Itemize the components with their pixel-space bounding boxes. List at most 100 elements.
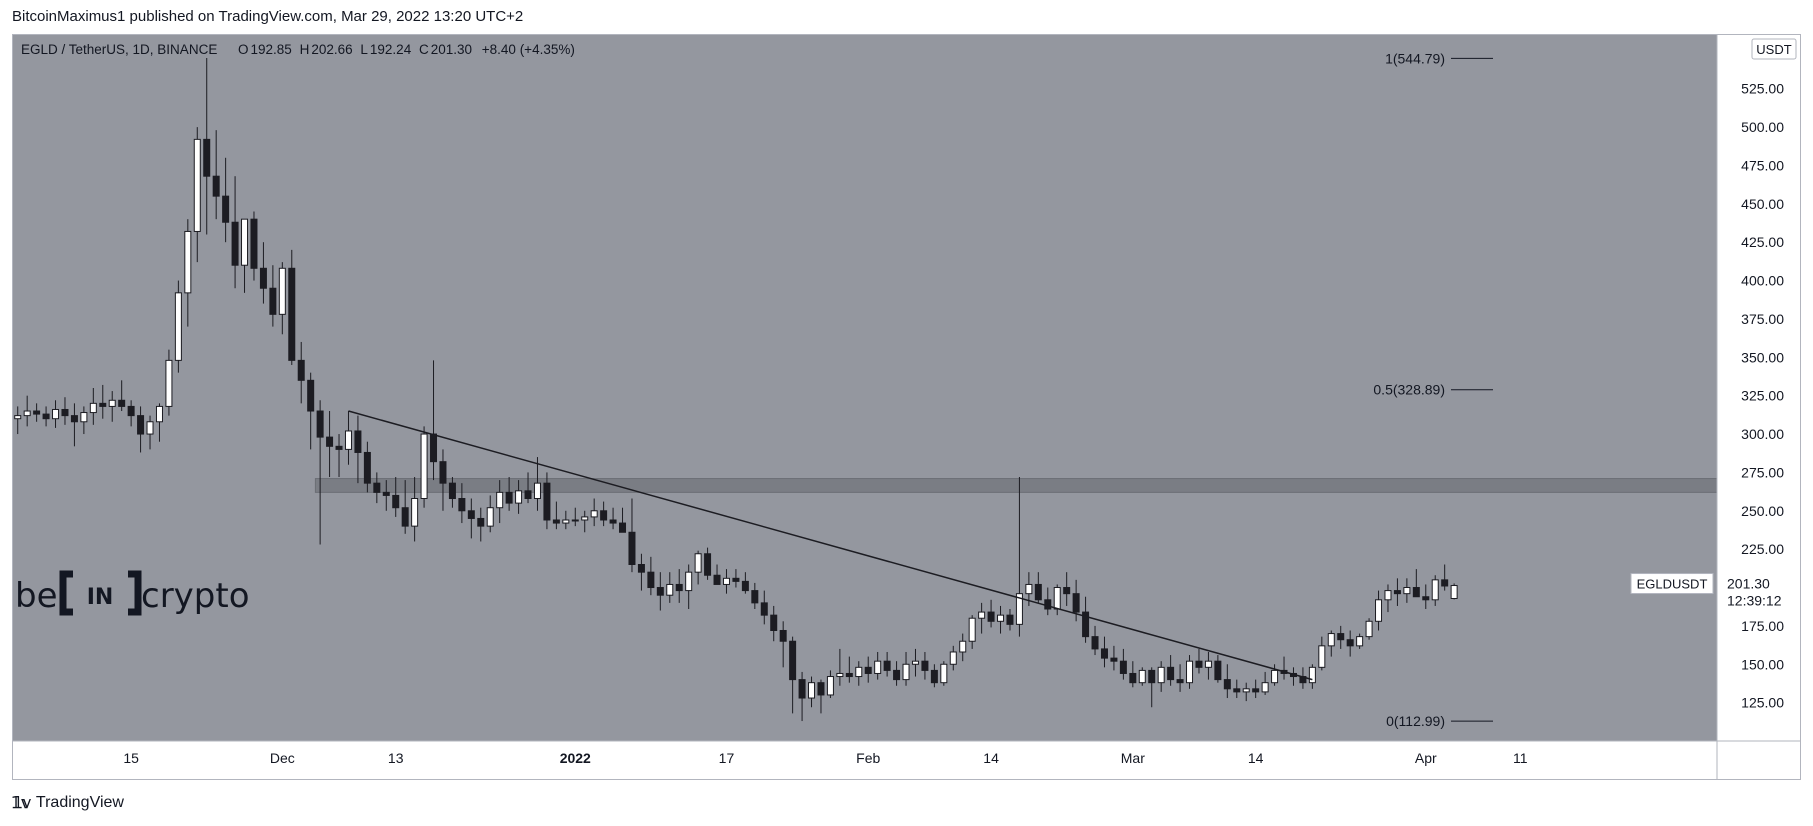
candle-body (1204, 660, 1212, 668)
candle-body (1044, 599, 1052, 610)
candle-body (1233, 688, 1241, 693)
ticker-tag: EGLDUSDT (1637, 577, 1708, 592)
svg-text:EGLD / TetherUS, 1D, BINANCE: EGLD / TetherUS, 1D, BINANCE (21, 42, 217, 57)
countdown: 12:39:12 (1727, 593, 1782, 609)
candle-body (817, 682, 825, 696)
candle-body (590, 510, 598, 518)
candle-body (949, 651, 957, 665)
candle-body (288, 267, 296, 361)
candle-body (1148, 669, 1156, 684)
candle-body (1138, 669, 1146, 684)
candle-body (155, 405, 163, 423)
candle-body (1327, 633, 1335, 647)
publish-info: BitcoinMaximus1 published on TradingView… (12, 8, 524, 25)
candle-body (694, 553, 702, 573)
candle-body (628, 531, 636, 565)
candle-body (902, 663, 910, 681)
time-scale[interactable]: 15 Dec 13 2022 17 Feb 14 Mar 14 Apr 11 (123, 750, 1527, 766)
candle-body (732, 577, 740, 582)
candle-body (269, 287, 277, 315)
candle-body (1412, 587, 1420, 598)
candle-body (335, 445, 343, 450)
chart-frame: 1(544.79) 0.5(328.89) 0(112.99) EGLD / Tet… (12, 34, 1801, 780)
candle-body (1450, 585, 1458, 599)
candle-body (307, 379, 315, 412)
candle-body (326, 436, 334, 447)
candle-body (543, 482, 551, 521)
candle-body (1431, 579, 1439, 601)
watermark-prefix: be (15, 576, 58, 616)
candle-body (968, 617, 976, 642)
candle-body (1337, 633, 1345, 641)
legend-h-label: H (300, 42, 310, 57)
price-tick-label: 250.00 (1741, 503, 1784, 519)
time-tick-label: Mar (1121, 750, 1145, 766)
candle-body (1422, 596, 1430, 601)
time-tick-label: 14 (1248, 750, 1264, 766)
candles-layer (14, 58, 1458, 722)
footer-brand[interactable]: TradingView (35, 794, 124, 811)
candle-body (42, 413, 50, 420)
candle-body (1441, 579, 1449, 587)
candle-body (1034, 583, 1042, 601)
candle-body (893, 669, 901, 681)
candle-body (222, 195, 230, 223)
candlestick-chart[interactable]: 1(544.79) 0.5(328.89) 0(112.99) EGLD / Tet… (13, 35, 1800, 779)
candle-body (297, 359, 305, 381)
candle-body (1176, 679, 1184, 684)
candle-body (1053, 587, 1061, 610)
candle-body (855, 666, 863, 678)
candle-body (656, 587, 664, 596)
candle-body (496, 491, 504, 509)
candle-body (184, 230, 192, 294)
candle-body (1242, 688, 1250, 693)
fib-level-label: 0.5(328.89) (1373, 382, 1445, 398)
legend-c-label: C (419, 42, 429, 57)
candle-body (1167, 666, 1175, 681)
tradingview-logo-icon[interactable]: 𝟙𝕧 (12, 795, 31, 812)
candle-body (250, 218, 258, 269)
candle-body (373, 482, 381, 493)
time-tick-label: Dec (270, 750, 295, 766)
candle-body (533, 482, 541, 500)
time-tick-label: 11 (1513, 750, 1528, 766)
candle-body (477, 517, 485, 527)
candle-body (741, 580, 749, 592)
candle-body (23, 410, 31, 417)
legend-o-label: O (238, 42, 249, 57)
footer: 𝟙𝕧 TradingView (12, 792, 124, 814)
candle-body (1346, 639, 1354, 647)
price-tick-label: 275.00 (1741, 464, 1784, 480)
price-tick-label: 450.00 (1741, 196, 1784, 212)
price-tick-label: 225.00 (1741, 541, 1784, 557)
candle-body (1356, 636, 1364, 647)
candle-body (316, 410, 324, 438)
candle-body (1271, 669, 1279, 684)
candle-body (363, 451, 371, 484)
descending-trendline (348, 410, 1313, 681)
candle-body (458, 498, 466, 512)
last-price: 201.30 (1727, 576, 1770, 592)
candle-body (685, 571, 693, 592)
candle-body (108, 399, 116, 407)
candle-body (70, 415, 78, 423)
watermark-bracket-text: IN (87, 585, 114, 610)
candle-body (1186, 660, 1194, 684)
candle-body (1110, 657, 1118, 662)
candle-body (1384, 590, 1392, 601)
candle-body (789, 640, 797, 681)
candle-body (344, 430, 352, 450)
candle-body (1082, 611, 1090, 638)
candle-body (401, 507, 409, 527)
plot-area[interactable] (13, 35, 1717, 741)
price-tick-label: 525.00 (1741, 81, 1784, 97)
candle-body (89, 402, 97, 414)
candle-body (940, 663, 948, 684)
legend-l-label: L (360, 42, 368, 57)
price-scale[interactable]: 125.00150.00175.00200.00225.00250.00275.… (1741, 81, 1784, 711)
candle-body (1119, 660, 1127, 674)
candle-body (515, 490, 523, 504)
candle-body (524, 490, 532, 500)
candle-body (1025, 583, 1033, 595)
currency-badge[interactable]: USDT (1751, 38, 1797, 60)
